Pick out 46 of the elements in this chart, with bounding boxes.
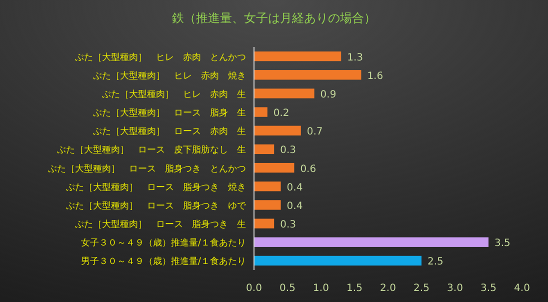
bar [254, 88, 314, 98]
bar [254, 126, 301, 136]
data-label: 0.6 [300, 164, 316, 175]
y-tick-label: ぶた［大型種肉］ ロース 脂身つき とんかつ [48, 163, 246, 174]
bar [254, 144, 274, 154]
data-label: 3.5 [494, 238, 510, 250]
y-tick-label: ぶた［大型種肉］ ヒレ 赤肉 とんかつ [75, 52, 246, 63]
data-label: 0.4 [286, 200, 303, 212]
y-tick-label: ぶた［大型種肉］ ロース 脂身つき 生 [75, 219, 246, 230]
y-tick-label: ぶた［大型種肉］ ヒレ 赤肉 焼き [93, 70, 246, 82]
bar [254, 107, 268, 117]
bar [254, 70, 362, 80]
x-tick-label: 3.5 [480, 283, 496, 294]
bar [254, 200, 281, 210]
y-tick-label: 女子３０～４９（歳）推進量/１食あたり [80, 238, 246, 249]
data-label: 1.6 [367, 70, 384, 82]
data-label: 0.2 [273, 108, 290, 120]
x-tick-label: 2.5 [414, 283, 430, 294]
data-label: 0.7 [306, 126, 323, 138]
x-tick-label: 2.0 [380, 283, 396, 294]
chart-title: 鉄（推進量、女子は月経ありの場合） [172, 11, 376, 25]
y-tick-label: ぶた［大型種肉］ ロース 赤肉 生 [93, 126, 246, 138]
bar [254, 182, 281, 192]
y-tick-label: ぶた［大型種肉］ ロース 脂身つき 焼き [66, 182, 246, 193]
data-label: 0.4 [286, 182, 303, 194]
y-tick-label: ぶた［大型種肉］ ロース 皮下脂肪なし 生 [57, 144, 246, 156]
bar [254, 256, 422, 266]
x-tick-label: 1.0 [313, 283, 329, 294]
bar [254, 51, 342, 62]
y-tick-label: ぶた［大型種肉］ ロース 脂身つき ゆで [66, 200, 247, 212]
y-tick-label: ぶた［大型種肉］ ロース 脂身 生 [93, 108, 246, 119]
x-tick-label: 1.5 [346, 283, 362, 294]
y-tick-label: 男子３０～４９（歳）推進量/１食あたり [80, 256, 246, 268]
data-label: 0.3 [280, 220, 296, 231]
x-tick-label: 0.0 [246, 283, 262, 294]
y-tick-label: ぶた［大型種肉］ ヒレ 赤肉 生 [102, 88, 246, 100]
data-label: 2.5 [428, 256, 444, 268]
bar [254, 162, 294, 173]
data-label: 0.3 [280, 145, 296, 156]
bar [254, 218, 274, 228]
bar [254, 237, 488, 247]
x-tick-label: 0.5 [280, 283, 296, 294]
data-label: 0.9 [320, 89, 336, 100]
x-tick-label: 3.0 [447, 283, 463, 294]
x-tick-label: 4.0 [514, 283, 530, 294]
data-label: 1.3 [347, 52, 364, 64]
